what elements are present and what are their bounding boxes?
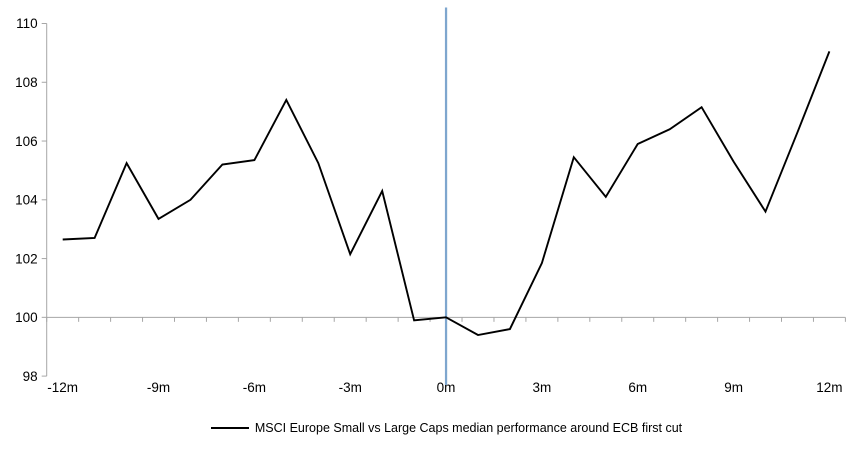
x-tick-label: 9m bbox=[724, 380, 743, 395]
x-tick-label: -12m bbox=[47, 380, 78, 395]
y-tick-label: 104 bbox=[15, 193, 38, 208]
x-tick-label: 6m bbox=[628, 380, 647, 395]
x-tick-label: 12m bbox=[816, 380, 842, 395]
series-line bbox=[62, 51, 831, 336]
y-tick-label: 108 bbox=[15, 75, 38, 90]
y-tick-label: 106 bbox=[15, 134, 38, 149]
y-tick-label: 98 bbox=[23, 369, 38, 384]
x-tick-label: -9m bbox=[147, 380, 170, 395]
legend-label: MSCI Europe Small vs Large Caps median p… bbox=[254, 421, 683, 435]
y-tick-label: 102 bbox=[15, 251, 38, 266]
y-tick-label: 100 bbox=[15, 310, 38, 325]
x-tick-label: 0m bbox=[437, 380, 456, 395]
x-tick-label: -6m bbox=[243, 380, 266, 395]
x-tick-label: 3m bbox=[533, 380, 552, 395]
legend-line-sample bbox=[210, 427, 249, 429]
y-tick-label: 110 bbox=[16, 16, 38, 31]
legend: MSCI Europe Small vs Large Caps median p… bbox=[47, 418, 846, 438]
x-tick-label: -3m bbox=[339, 380, 362, 395]
